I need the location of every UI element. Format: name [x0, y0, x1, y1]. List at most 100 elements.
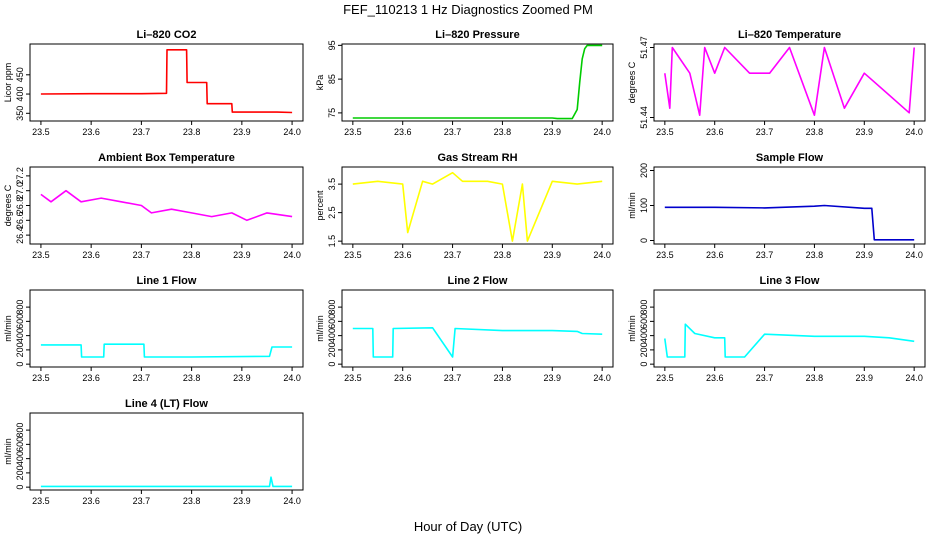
x-tick-label: 23.6 — [394, 250, 412, 260]
y-tick-label: 600 — [15, 437, 25, 452]
x-tick-label: 24.0 — [283, 496, 301, 506]
series-line — [664, 323, 915, 358]
x-tick-label: 24.0 — [905, 373, 923, 383]
x-tick-label: 23.6 — [394, 373, 412, 383]
y-tick-label: 95 — [327, 40, 337, 50]
y-tick-label: 26.4 — [15, 226, 25, 244]
y-tick-label: 2.5 — [327, 206, 337, 219]
series-line — [40, 48, 293, 114]
panel-1: Li–820 CO2 Licor ppm 23.5 23.6 23.7 23.8 23.9 2… — [3, 29, 304, 137]
panel-title: Li–820 Temperature — [738, 29, 841, 41]
panel-7: Line 1 Flow ml/min 23.5 23.6 23.7 23.8 23.9 24.… — [3, 275, 304, 383]
x-tick-label: 23.9 — [233, 496, 251, 506]
y-tick-label: 26.6 — [15, 212, 25, 230]
y-axis-label: ml/min — [3, 315, 13, 342]
x-tick-label: 23.5 — [32, 496, 50, 506]
plot-frame — [29, 289, 304, 368]
x-tick-label: 24.0 — [283, 127, 301, 137]
y-tick-label: 75 — [327, 108, 337, 118]
series-line — [664, 204, 915, 241]
x-tick-label: 23.9 — [544, 373, 562, 383]
y-tick-label: 200 — [15, 465, 25, 480]
x-tick-label: 23.7 — [756, 127, 774, 137]
plot-frame — [341, 43, 614, 122]
y-tick-label: 1.5 — [327, 235, 337, 248]
x-tick-label: 23.6 — [82, 127, 100, 137]
y-axis-label: ml/min — [3, 438, 13, 465]
y-tick-label: 800 — [639, 300, 649, 315]
y-axis-label: ml/min — [627, 192, 637, 219]
x-tick-label: 23.9 — [233, 373, 251, 383]
panel-title: Sample Flow — [756, 152, 824, 164]
panel-title: Ambient Box Temperature — [98, 152, 235, 164]
plot-frame — [341, 166, 614, 245]
y-tick-label: 800 — [327, 300, 337, 315]
x-tick-label: 24.0 — [593, 373, 611, 383]
x-tick-label: 23.9 — [856, 373, 874, 383]
y-tick-label: 200 — [639, 342, 649, 357]
y-tick-label: 350 — [15, 106, 25, 121]
y-tick-label: 51.44 — [639, 106, 649, 129]
y-tick-label: 200 — [15, 342, 25, 357]
x-tick-label: 24.0 — [905, 250, 923, 260]
x-tick-label: 23.8 — [183, 496, 201, 506]
x-tick-label: 23.8 — [183, 250, 201, 260]
y-axis-label: degrees C — [3, 184, 13, 226]
x-tick-label: 23.5 — [32, 250, 50, 260]
plot-frame — [653, 166, 926, 245]
x-tick-label: 23.5 — [656, 127, 674, 137]
x-tick-label: 23.9 — [233, 127, 251, 137]
panel-10: Line 4 (LT) Flow ml/min 23.5 23.6 23.7 23.8 23… — [3, 398, 304, 506]
panel-title: Line 1 Flow — [137, 275, 197, 287]
y-axis-label: ml/min — [627, 315, 637, 342]
y-tick-label: 27.2 — [15, 167, 25, 185]
panel-2: Li–820 Pressure kPa 23.5 23.6 23.7 23.8 23.9 24… — [315, 29, 614, 137]
y-tick-label: 600 — [327, 314, 337, 329]
plot-frame — [29, 43, 304, 122]
y-tick-label: 600 — [639, 314, 649, 329]
x-tick-label: 23.6 — [706, 250, 724, 260]
y-tick-label: 51.47 — [639, 36, 649, 59]
panels-group: Li–820 CO2 Licor ppm 23.5 23.6 23.7 23.8 23.9 2… — [3, 29, 926, 506]
panel-3: Li–820 Temperature degrees C 23.5 23.6 23.7 2… — [627, 29, 926, 137]
panel-9: Line 3 Flow ml/min 23.5 23.6 23.7 23.8 23.9 24.… — [627, 275, 926, 383]
y-tick-label: 200 — [639, 163, 649, 178]
series-line — [40, 343, 293, 358]
x-tick-label: 23.8 — [183, 373, 201, 383]
y-tick-label: 0 — [15, 485, 25, 490]
y-tick-label: 800 — [15, 423, 25, 438]
x-tick-label: 23.6 — [82, 496, 100, 506]
x-tick-label: 23.7 — [133, 373, 151, 383]
x-tick-label: 24.0 — [905, 127, 923, 137]
plot-frame — [341, 289, 614, 368]
x-tick-label: 23.7 — [756, 250, 774, 260]
y-axis-label: ml/min — [315, 315, 325, 342]
y-tick-label: 400 — [639, 328, 649, 343]
series-line — [664, 46, 915, 116]
y-tick-label: 26.8 — [15, 197, 25, 215]
plot-frame — [29, 166, 304, 245]
x-tick-label: 23.6 — [706, 373, 724, 383]
x-tick-label: 23.8 — [494, 127, 512, 137]
y-tick-label: 800 — [15, 300, 25, 315]
x-tick-label: 23.5 — [344, 127, 362, 137]
x-tick-label: 23.8 — [806, 373, 824, 383]
y-tick-label: 400 — [15, 451, 25, 466]
panel-title: Gas Stream RH — [437, 152, 517, 164]
x-tick-label: 23.5 — [32, 127, 50, 137]
series-line — [352, 326, 603, 358]
y-tick-label: 0 — [639, 238, 649, 243]
x-tick-label: 23.6 — [394, 127, 412, 137]
y-tick-label: 3.5 — [327, 178, 337, 191]
y-tick-label: 0 — [327, 362, 337, 367]
x-tick-label: 23.8 — [806, 127, 824, 137]
x-tick-label: 24.0 — [593, 127, 611, 137]
panel-title: Li–820 CO2 — [137, 29, 197, 41]
plot-frame — [653, 43, 926, 122]
x-tick-label: 23.7 — [444, 250, 462, 260]
plot-frame — [29, 412, 304, 491]
x-tick-label: 23.6 — [82, 250, 100, 260]
y-axis-label: Licor ppm — [3, 63, 13, 103]
x-tick-label: 23.5 — [32, 373, 50, 383]
